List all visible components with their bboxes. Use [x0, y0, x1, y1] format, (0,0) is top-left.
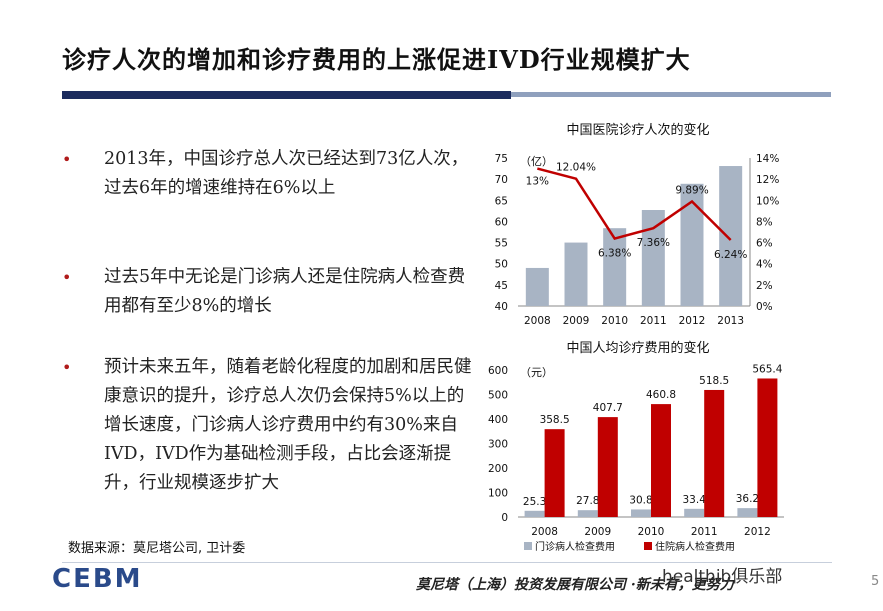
growth-line — [537, 167, 732, 241]
data-label: 36.2 — [736, 493, 759, 505]
chart-title: 中国人均诊疗费用的变化 — [566, 340, 709, 356]
legend-label: 门诊病人检查费用 — [535, 540, 615, 553]
x-tick: 2009 — [563, 315, 590, 327]
bar — [544, 429, 565, 517]
x-tick: 2009 — [584, 526, 611, 538]
bar — [525, 267, 549, 306]
y-tick-right: 0% — [756, 301, 773, 313]
data-label: 565.4 — [752, 363, 782, 375]
bullet-text: 2013年，中国诊疗总人次已经达到73亿人次，过去6年的增速维持在6%以上 — [104, 149, 469, 198]
bullet-item: • 预计未来五年，随着老龄化程度的加剧和居民健康意识的提升，诊疗总人次仍会保持5… — [62, 353, 472, 498]
legend-swatch — [644, 542, 652, 550]
company-logo: CEBM — [52, 564, 143, 594]
data-label: 6.24% — [714, 249, 747, 261]
data-label: 12.04% — [556, 162, 596, 174]
bar — [597, 417, 618, 517]
y-tick-right: 6% — [756, 238, 773, 250]
data-label: 9.89% — [675, 184, 708, 196]
bar — [737, 508, 758, 517]
y-tick: 600 — [488, 365, 508, 377]
y-tick-right: 8% — [756, 216, 773, 228]
visits-chart: 中国医院诊疗人次的变化 （亿） 40 45 50 55 60 65 70 75 0% 2% 4% 6% 8%… — [495, 122, 780, 327]
legend-label: 住院病人检查费用 — [655, 540, 735, 553]
bullet-marker: • — [62, 150, 72, 169]
bar — [704, 389, 725, 517]
y-tick-left: 75 — [495, 153, 508, 165]
x-tick: 2013 — [717, 315, 744, 327]
bar — [680, 183, 704, 306]
footer-divider — [62, 562, 832, 563]
data-label: 13% — [526, 176, 549, 188]
y-tick: 500 — [488, 390, 508, 402]
y-tick-left: 50 — [495, 259, 508, 271]
y-tick: 200 — [488, 463, 508, 475]
bar — [631, 509, 651, 517]
bar — [564, 242, 588, 306]
page-number: 5 — [871, 574, 880, 589]
bar — [757, 378, 778, 517]
y-tick: 0 — [501, 512, 508, 524]
footer-company: 莫尼塔（上海）投资发展有限公司 ·新未有，更努力 — [416, 577, 734, 593]
bar — [603, 228, 627, 306]
y-tick-left: 45 — [495, 280, 508, 292]
y-tick-right: 2% — [756, 280, 773, 292]
slide-title: 诊疗人次的增加和诊疗费用的上涨促进IVD行业规模扩大 — [62, 45, 691, 74]
y-tick-left: 60 — [495, 216, 508, 228]
y-tick-right: 12% — [756, 174, 779, 186]
y-tick: 400 — [488, 414, 508, 426]
bullet-text: 预计未来五年，随着老龄化程度的加剧和居民健康意识的提升，诊疗总人次仍会保持5%以… — [104, 357, 472, 493]
data-label: 27.8 — [576, 495, 599, 507]
x-tick: 2012 — [679, 315, 706, 327]
bullet-item: • 2013年，中国诊疗总人次已经达到73亿人次，过去6年的增速维持在6%以上 — [62, 145, 472, 203]
y-tick-left: 40 — [495, 301, 508, 313]
x-tick: 2008 — [531, 526, 558, 538]
unit-label: （亿） — [520, 155, 553, 168]
legend-swatch — [524, 542, 532, 550]
bar — [719, 166, 743, 306]
bar — [684, 508, 705, 517]
bullet-marker: • — [62, 268, 72, 287]
data-label: 6.38% — [598, 248, 631, 260]
data-label: 518.5 — [699, 375, 729, 387]
y-tick-left: 55 — [495, 238, 508, 250]
chart-title: 中国医院诊疗人次的变化 — [566, 122, 709, 138]
data-label: 460.8 — [646, 389, 676, 401]
data-source: 数据来源：莫尼塔公司, 卫计委 — [68, 541, 246, 556]
title-underline-dark — [62, 91, 511, 99]
y-tick-left: 70 — [495, 174, 508, 186]
x-tick: 2010 — [638, 526, 665, 538]
x-tick: 2012 — [744, 526, 771, 538]
y-tick: 100 — [488, 488, 508, 500]
data-label: 7.36% — [637, 237, 670, 249]
y-tick: 300 — [488, 439, 508, 451]
bar — [577, 510, 598, 517]
cost-chart: 中国人均诊疗费用的变化 （元） 0 100 200 300 400 500 600 25.3 358… — [488, 340, 784, 553]
y-tick-right: 4% — [756, 259, 773, 271]
y-tick-left: 65 — [495, 195, 508, 207]
bullet-marker: • — [62, 358, 72, 377]
bullet-item: • 过去5年中无论是门诊病人还是住院病人检查费用都有至少8%的增长 — [62, 263, 472, 321]
x-tick: 2011 — [640, 315, 667, 327]
bullet-text: 过去5年中无论是门诊病人还是住院病人检查费用都有至少8%的增长 — [104, 267, 466, 316]
data-label: 33.4 — [683, 494, 707, 506]
x-tick: 2010 — [601, 315, 628, 327]
bar — [651, 404, 671, 517]
data-label: 25.3 — [523, 496, 546, 508]
bar — [524, 510, 545, 517]
watermark: healthib俱乐部 — [662, 567, 783, 587]
unit-label: （元） — [520, 366, 553, 379]
data-label: 358.5 — [540, 414, 570, 426]
y-tick-right: 10% — [756, 195, 779, 207]
y-tick-right: 14% — [756, 153, 779, 165]
x-tick: 2011 — [691, 526, 718, 538]
x-tick: 2008 — [524, 315, 551, 327]
bar — [641, 210, 665, 306]
data-label: 30.8 — [629, 494, 652, 506]
data-label: 407.7 — [593, 402, 623, 414]
title-underline-light — [511, 92, 831, 97]
